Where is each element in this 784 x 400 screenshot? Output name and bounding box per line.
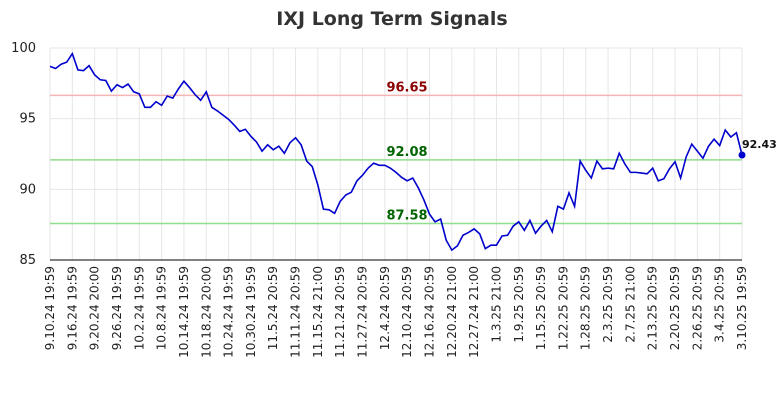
- y-tick-label: 100: [11, 41, 36, 56]
- x-tick-label: 9.10.24 19:59: [43, 266, 57, 350]
- signal-label: 96.65: [386, 80, 427, 95]
- signal-label: 92.08: [386, 145, 427, 160]
- chart-title: IXJ Long Term Signals: [276, 8, 507, 30]
- x-tick-label: 12.20.24 21:00: [445, 266, 459, 358]
- x-tick-label: 1.9.25 20:59: [512, 266, 526, 343]
- last-point: [738, 151, 746, 159]
- x-tick-label: 12.16.24 20:59: [422, 266, 436, 358]
- y-tick-label: 85: [19, 253, 36, 268]
- x-tick-label: 11.11.24 20:59: [289, 266, 303, 358]
- x-tick-label: 12.27.24 21:00: [467, 266, 481, 358]
- x-tick-label: 9.26.24 19:59: [110, 266, 124, 350]
- x-tick-label: 10.14.24 19:59: [177, 266, 191, 358]
- x-tick-label: 3.4.25 20:59: [713, 266, 727, 343]
- last-value-label: 92.43: [742, 138, 777, 151]
- y-tick-label: 95: [19, 112, 36, 127]
- x-tick-label: 12.4.24 20:59: [378, 266, 392, 350]
- x-tick-label: 9.20.24 20:00: [88, 266, 102, 350]
- x-tick-label: 10.2.24 19:59: [132, 266, 146, 350]
- x-tick-label: 3.10.25 19:59: [735, 266, 749, 350]
- x-tick-label: 11.5.24 20:59: [266, 266, 280, 350]
- x-tick-label: 12.10.24 20:59: [400, 266, 414, 358]
- x-tick-label: 2.3.25 20:59: [601, 266, 615, 343]
- x-tick-label: 1.28.25 20:59: [579, 266, 593, 350]
- x-tick-label: 10.18.24 20:00: [199, 266, 213, 358]
- x-tick-label: 9.16.24 19:59: [65, 266, 79, 350]
- x-tick-label: 11.21.24 20:59: [333, 266, 347, 358]
- x-tick-label: 1.15.25 20:59: [534, 266, 548, 350]
- x-tick-label: 2.7.25 21:00: [623, 266, 637, 343]
- x-tick-label: 1.3.25 21:00: [489, 266, 503, 343]
- signal-label: 87.58: [386, 209, 427, 224]
- x-tick-label: 10.30.24 19:59: [244, 266, 258, 358]
- x-tick-label: 11.15.24 21:00: [311, 266, 325, 358]
- x-tick-label: 2.26.25 20:59: [690, 266, 704, 350]
- x-tick-label: 2.20.25 20:59: [668, 266, 682, 350]
- price-line: [49, 51, 743, 252]
- x-tick-label: 2.13.25 20:59: [646, 266, 660, 350]
- y-tick-label: 90: [19, 182, 36, 197]
- x-tick-label: 10.8.24 19:59: [155, 266, 169, 350]
- x-tick-label: 11.27.24 20:59: [356, 266, 370, 358]
- x-tick-label: 10.24.24 19:59: [222, 266, 236, 358]
- x-tick-label: 1.22.25 20:59: [556, 266, 570, 350]
